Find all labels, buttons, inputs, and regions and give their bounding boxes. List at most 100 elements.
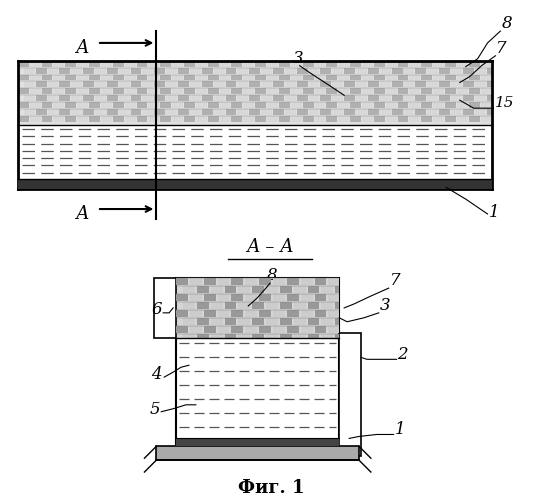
Bar [328,294,339,301]
Bar [410,88,420,94]
Bar [48,68,58,73]
Bar [60,82,70,87]
Bar [232,278,243,285]
Bar [118,96,130,102]
Bar [113,60,124,66]
Bar [208,102,219,108]
Bar [42,74,52,80]
Bar [410,116,420,122]
Bar [314,116,325,122]
Bar [386,116,397,122]
Bar [77,102,88,108]
Bar [273,68,284,73]
Bar [380,109,391,115]
Bar [184,60,195,66]
Bar [344,68,355,73]
Bar [118,109,130,115]
Bar [107,82,118,87]
Bar [217,278,229,285]
Bar [113,88,124,94]
Text: Фиг. 1: Фиг. 1 [237,479,304,497]
Bar [124,88,136,94]
Bar [386,88,397,94]
Bar [65,102,76,108]
Bar [89,88,100,94]
Bar [285,96,296,102]
Bar [433,116,444,122]
Bar [243,102,254,108]
Bar [36,68,47,73]
Bar [308,68,319,73]
Bar [261,96,272,102]
Bar [480,60,491,66]
Bar [148,88,159,94]
Bar [266,302,278,309]
Bar [232,88,242,94]
Bar [183,318,195,324]
Bar [124,102,136,108]
Text: 2: 2 [398,346,408,364]
Bar [255,60,266,66]
Bar [302,88,314,94]
Bar [214,109,225,115]
Bar [197,334,209,338]
Bar [60,68,70,73]
Bar [18,60,29,66]
Bar [294,334,306,338]
Bar [202,96,213,102]
Bar [362,74,373,80]
Bar [249,96,260,102]
Bar [36,82,47,87]
Bar [261,82,272,87]
Bar [314,102,325,108]
Bar [245,294,257,301]
Bar [226,68,236,73]
Bar [101,60,112,66]
Bar [190,278,202,285]
Bar [136,102,147,108]
Bar [374,102,385,108]
Bar [415,96,426,102]
Bar [210,318,222,324]
Bar [214,68,225,73]
Bar [427,96,438,102]
Bar [176,438,339,446]
Bar [130,82,141,87]
Bar [124,74,136,80]
Bar [433,102,444,108]
Bar [332,109,343,115]
Bar [445,88,456,94]
Bar [204,326,216,332]
Bar [243,88,254,94]
Bar [232,310,243,317]
Bar [332,68,343,73]
Bar [184,102,195,108]
Bar [267,116,278,122]
Bar [95,68,106,73]
Bar [65,116,76,122]
Bar [54,60,64,66]
Bar [445,102,456,108]
Bar [172,74,183,80]
Bar [243,74,254,80]
Bar [439,68,450,73]
Bar [308,318,319,324]
Bar [427,82,438,87]
Bar [273,310,285,317]
Bar [48,82,58,87]
Bar [210,302,222,309]
Bar [368,96,379,102]
Bar [287,294,299,301]
Bar [225,318,236,324]
Bar [410,74,420,80]
Bar [154,278,176,338]
Bar [486,109,492,115]
Bar [166,96,177,102]
Bar [314,60,325,66]
Bar [217,294,229,301]
Bar [225,334,236,338]
Bar [101,102,112,108]
Bar [220,74,230,80]
Bar [183,302,195,309]
Bar [362,60,373,66]
